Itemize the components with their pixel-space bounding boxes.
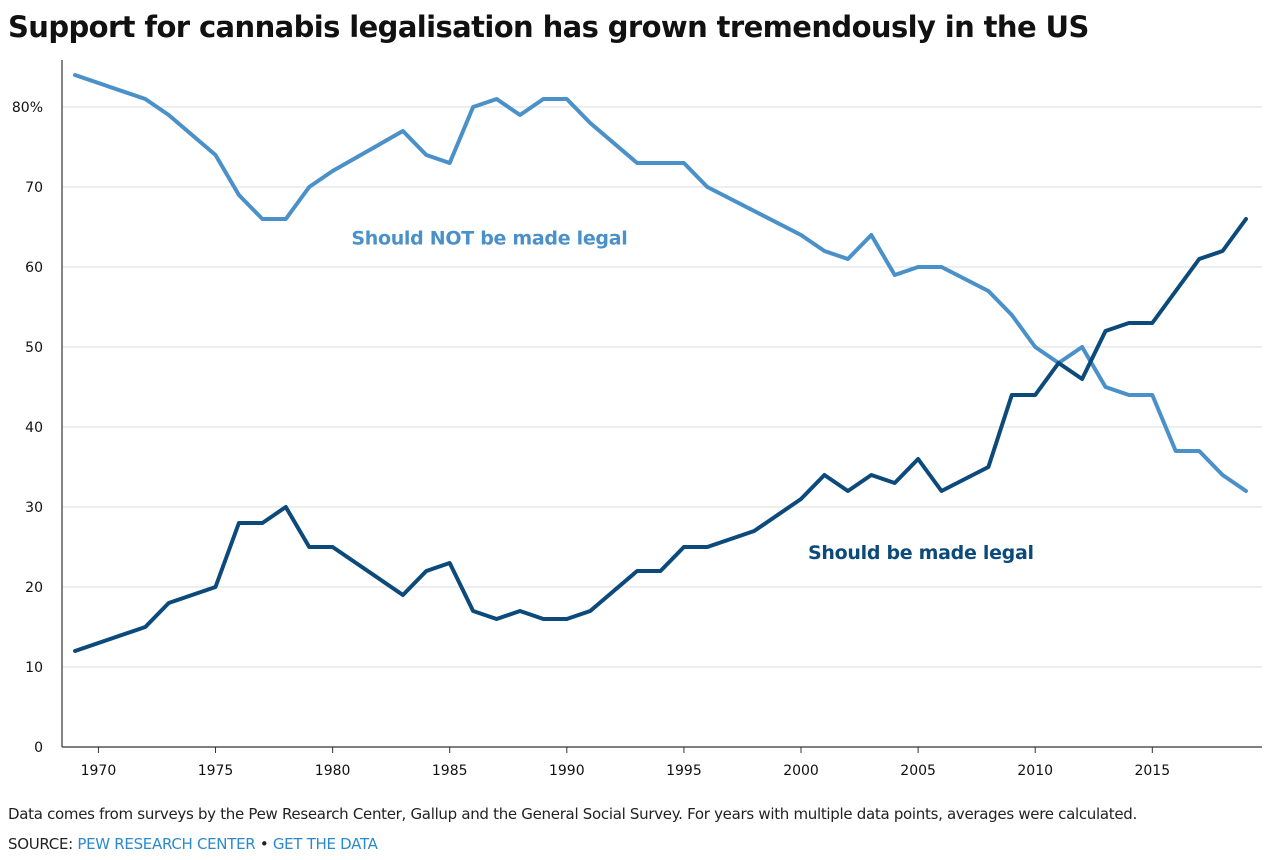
series-label-not_legal: Should NOT be made legal (351, 228, 627, 250)
footnote: Data comes from surveys by the Pew Resea… (8, 805, 1137, 823)
y-tick-label: 60 (25, 260, 43, 276)
y-tick-label: 50 (25, 340, 43, 356)
x-tick-label: 1990 (549, 763, 585, 779)
x-tick-label: 1985 (432, 763, 468, 779)
x-tick-label: 2000 (783, 763, 819, 779)
x-tick-label: 2010 (1017, 763, 1053, 779)
x-tick-label: 2015 (1134, 763, 1170, 779)
y-tick-label: 10 (25, 660, 43, 676)
x-tick-label: 1980 (315, 763, 351, 779)
source-prefix: SOURCE: (8, 835, 78, 853)
series-line-legal (73, 217, 1248, 653)
y-tick-label: 80% (12, 100, 43, 116)
y-tick-label: 0 (34, 740, 43, 756)
y-tick-label: 20 (25, 580, 43, 596)
grid-lines (62, 106, 1262, 668)
x-tick-label: 2005 (900, 763, 936, 779)
series-line-not_legal (73, 73, 1248, 493)
y-tick-label: 40 (25, 420, 43, 436)
series-lines (73, 73, 1248, 653)
get-the-data-link[interactable]: GET THE DATA (272, 835, 378, 853)
source-line: SOURCE: PEW RESEARCH CENTER • GET THE DA… (8, 835, 378, 853)
chart-title: Support for cannabis legalisation has gr… (8, 10, 1089, 44)
series-label-legal: Should be made legal (808, 542, 1034, 564)
source-separator: • (255, 835, 273, 853)
x-tick-label: 1975 (198, 763, 234, 779)
x-tick-label: 1995 (666, 763, 702, 779)
series-annotations: Should NOT be made legal Should be made l… (351, 228, 1034, 564)
y-tick-label: 30 (25, 500, 43, 516)
x-tick-label: 1970 (81, 763, 117, 779)
axes: 0 10 20 30 40 50 60 70 80% 1970 1975 1980 1985 1990 19… (12, 60, 1262, 779)
y-tick-label: 70 (25, 180, 43, 196)
source-link[interactable]: PEW RESEARCH CENTER (77, 835, 256, 853)
line-chart: 0 10 20 30 40 50 60 70 80% 1970 1975 1980 1985 1990 19… (12, 60, 1262, 779)
